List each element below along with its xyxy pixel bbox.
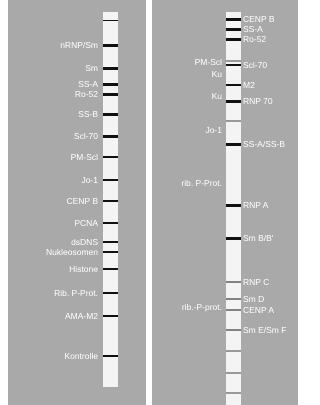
- band: [226, 281, 241, 283]
- band: [103, 44, 118, 47]
- band: [103, 156, 118, 158]
- strip-label: rib.-P-prot.: [182, 302, 222, 312]
- strip-label: Sm: [85, 63, 98, 73]
- strip-label: dsDNS: [71, 237, 98, 247]
- strip-label: Ku: [212, 69, 222, 79]
- strip-label: AMA-M2: [65, 311, 98, 321]
- strip-label: SS-B: [78, 109, 98, 119]
- band: [103, 179, 118, 181]
- band: [226, 329, 241, 331]
- band: [103, 241, 118, 243]
- band: [226, 372, 241, 374]
- band: [226, 38, 241, 41]
- band: [103, 200, 118, 202]
- strip-label: Scl-70: [74, 131, 98, 141]
- band: [103, 113, 118, 116]
- strip-label: PM-Scl: [71, 152, 98, 162]
- strip-label: rib. P-Prot.: [181, 178, 222, 188]
- strip-label: Scl-70: [243, 60, 267, 70]
- band: [226, 298, 241, 300]
- strip-label: Sm D: [243, 294, 264, 304]
- strip-label: Sm E/Sm F: [243, 325, 286, 335]
- strip-label: Ro-52: [75, 89, 98, 99]
- strip-label: RNP A: [243, 200, 268, 210]
- band: [103, 135, 118, 138]
- band: [103, 268, 118, 270]
- band: [103, 355, 118, 357]
- right-panel: [152, 0, 298, 405]
- strip-label: Sm B/B': [243, 233, 273, 243]
- strip-label: PCNA: [74, 218, 98, 228]
- band: [226, 204, 241, 207]
- band: [226, 28, 241, 31]
- left-strip: [103, 12, 118, 387]
- band: [103, 292, 118, 294]
- strip-label: Histone: [69, 264, 98, 274]
- right-strip: [226, 12, 241, 405]
- strip-label: CENP B: [243, 14, 275, 24]
- strip-label: SS-A: [243, 24, 263, 34]
- band: [103, 222, 118, 224]
- strip-label: CENP B: [67, 196, 99, 206]
- band: [226, 18, 241, 21]
- strip-label: Jo-1: [205, 125, 222, 135]
- strip-label: Rib. P-Prot.: [54, 288, 98, 298]
- strip-label: SS-A/SS-B: [243, 139, 285, 149]
- band: [103, 315, 118, 317]
- band: [226, 143, 241, 146]
- strip-label: Nukleosomen: [46, 247, 98, 257]
- band: [226, 350, 241, 352]
- band: [226, 84, 241, 86]
- band: [103, 93, 118, 96]
- band: [103, 83, 118, 86]
- band: [103, 251, 118, 253]
- band: [226, 120, 241, 122]
- strip-label: CENP A: [243, 305, 274, 315]
- band: [226, 100, 241, 103]
- strip-label: Ku: [212, 91, 222, 101]
- strip-label: RNP 70: [243, 96, 273, 106]
- band: [226, 64, 241, 66]
- strip-label: SS-A: [78, 79, 98, 89]
- strip-label: nRNP/Sm: [60, 40, 98, 50]
- band: [103, 20, 118, 21]
- strip-label: PM-Scl: [195, 57, 222, 67]
- band: [226, 392, 241, 394]
- strip-label: M2: [243, 80, 255, 90]
- strip-label: Jo-1: [81, 175, 98, 185]
- band: [103, 67, 118, 70]
- strip-label: RNP C: [243, 277, 269, 287]
- strip-label: Ro-52: [243, 34, 266, 44]
- band: [226, 309, 241, 311]
- band: [226, 60, 241, 62]
- strip-label: Kontrolle: [64, 351, 98, 361]
- band: [226, 237, 241, 240]
